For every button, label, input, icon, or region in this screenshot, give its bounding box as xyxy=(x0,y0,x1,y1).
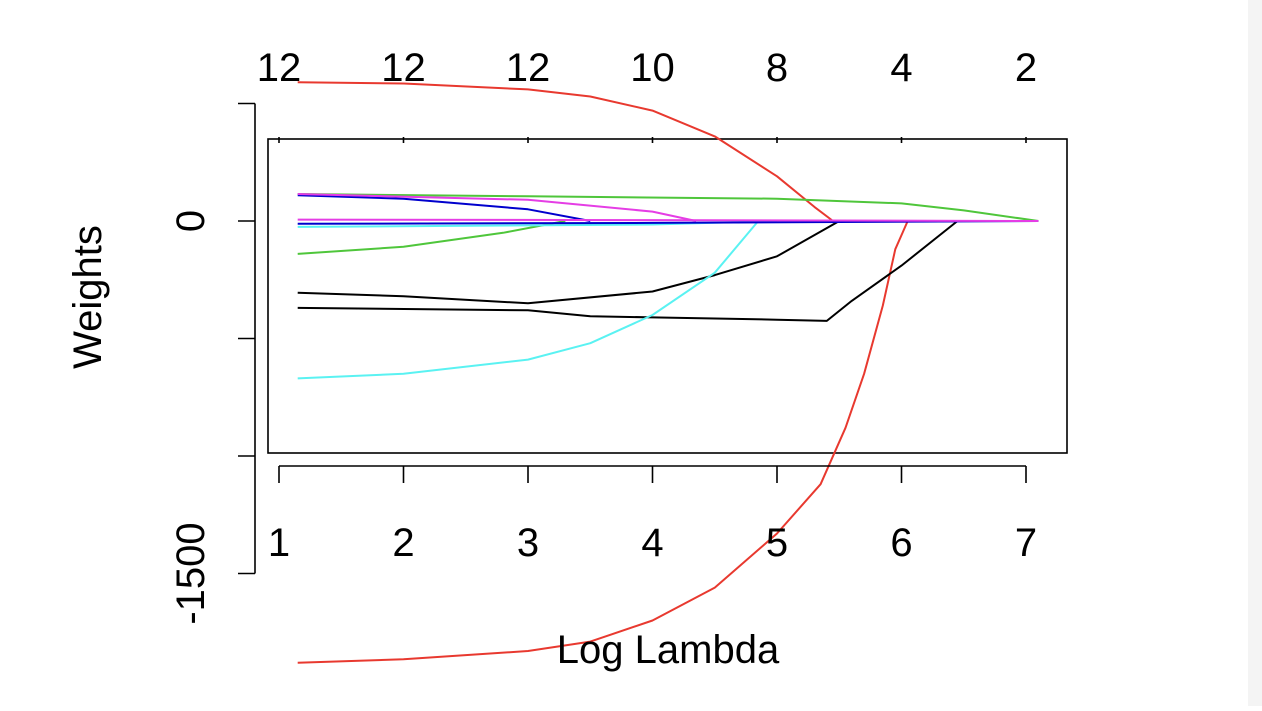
top-tick-label: 4 xyxy=(890,46,912,90)
top-tick-label: 12 xyxy=(381,46,426,90)
x-tick-label: 3 xyxy=(517,521,539,565)
series-line-4 xyxy=(297,220,566,255)
series-line-6 xyxy=(297,193,697,222)
series-layer xyxy=(297,81,1039,664)
x-tick-label: 4 xyxy=(641,521,663,565)
top-tick-label: 12 xyxy=(257,46,302,90)
series-line-2 xyxy=(297,220,909,664)
plot-frame xyxy=(267,138,1068,454)
x-axis-label: Log Lambda xyxy=(557,628,780,672)
window-edge-strip xyxy=(1248,0,1262,706)
series-line-1 xyxy=(297,81,834,222)
series-line-7 xyxy=(297,220,959,322)
x-tick-label: 7 xyxy=(1015,521,1037,565)
x-tick-label: 6 xyxy=(890,521,912,565)
y-axis-left: -1500 0 xyxy=(169,102,256,625)
y-tick-label: 0 xyxy=(169,210,213,232)
top-tick-label: 8 xyxy=(766,46,788,90)
series-line-9 xyxy=(297,220,760,380)
x-tick-label: 1 xyxy=(268,521,290,565)
series-line-5 xyxy=(297,194,591,222)
top-tick-label: 12 xyxy=(506,46,551,90)
series-line-8 xyxy=(297,220,840,305)
series-line-12 xyxy=(297,218,1039,222)
x-axis-top: 12 12 12 10 8 4 2 xyxy=(257,46,1037,143)
y-axis-label: Weights xyxy=(66,225,110,369)
x-axis-bottom: 1 2 3 4 5 6 7 xyxy=(268,465,1037,565)
top-tick-label: 10 xyxy=(630,46,675,90)
top-tick-label: 2 xyxy=(1015,46,1037,90)
series-line-3 xyxy=(297,193,1039,222)
x-tick-label: 5 xyxy=(766,521,788,565)
x-tick-label: 2 xyxy=(392,521,414,565)
y-tick-label: -1500 xyxy=(169,522,213,624)
